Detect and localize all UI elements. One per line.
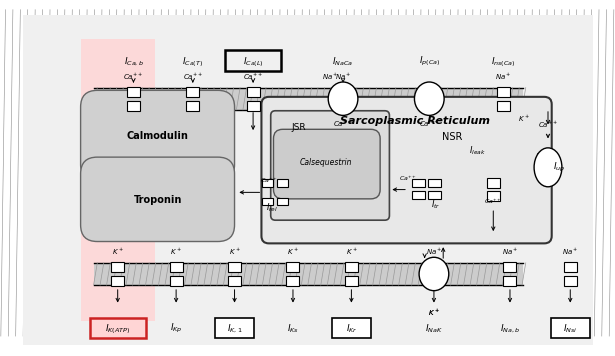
Bar: [504, 262, 517, 272]
Text: $I_{Ks}$: $I_{Ks}$: [287, 323, 299, 335]
Text: $Ca^{++}$: $Ca^{++}$: [484, 197, 502, 206]
FancyBboxPatch shape: [81, 90, 234, 181]
Bar: [247, 100, 260, 111]
FancyBboxPatch shape: [16, 0, 601, 356]
Text: $K^+$: $K^+$: [428, 308, 440, 318]
Bar: [127, 87, 140, 97]
Bar: [429, 191, 442, 199]
Text: $I_{Nsi}$: $I_{Nsi}$: [563, 323, 577, 335]
FancyBboxPatch shape: [274, 129, 380, 199]
Text: $I_{rel}$: $I_{rel}$: [266, 202, 278, 214]
Text: $I_{p(Ca)}$: $I_{p(Ca)}$: [419, 55, 440, 68]
Bar: [287, 276, 300, 286]
Text: $Ca^{++}$: $Ca^{++}$: [399, 174, 417, 183]
Text: $Na^+$: $Na^+$: [502, 247, 518, 257]
Bar: [228, 276, 241, 286]
Text: $I_{NaCa}$: $I_{NaCa}$: [333, 55, 354, 68]
Bar: [277, 198, 288, 205]
FancyBboxPatch shape: [81, 157, 234, 241]
Text: $K^+$: $K^+$: [229, 247, 240, 257]
Bar: [228, 262, 241, 272]
Text: $Ca^{++}$: $Ca^{++}$: [538, 120, 558, 130]
Bar: [345, 262, 358, 272]
Text: Calmodulin: Calmodulin: [127, 131, 189, 141]
Bar: [287, 262, 300, 272]
Text: $I_{K,1}$: $I_{K,1}$: [227, 323, 242, 335]
Text: $I_{up}$: $I_{up}$: [553, 161, 565, 174]
FancyBboxPatch shape: [271, 111, 389, 220]
FancyBboxPatch shape: [261, 97, 552, 244]
Bar: [186, 87, 199, 97]
Text: $I_{leak}$: $I_{leak}$: [469, 145, 486, 157]
Bar: [263, 179, 274, 187]
Text: $Na^+$: $Na^+$: [335, 71, 351, 82]
Bar: [564, 276, 577, 286]
Text: JSR: JSR: [292, 123, 306, 132]
Ellipse shape: [328, 82, 358, 115]
Bar: [90, 318, 146, 338]
Text: Calsequestrin: Calsequestrin: [300, 158, 352, 167]
Text: $I_{ns(Ca)}$: $I_{ns(Ca)}$: [491, 55, 516, 68]
Bar: [345, 276, 358, 286]
Text: $I_{Ca(T)}$: $I_{Ca(T)}$: [182, 55, 204, 68]
Text: $I_{Ca(L)}$: $I_{Ca(L)}$: [243, 55, 263, 68]
Text: $I_{K(ATP)}$: $I_{K(ATP)}$: [105, 322, 130, 336]
Text: $K^+$: $K^+$: [428, 308, 440, 318]
Text: $Ca^{++}$: $Ca^{++}$: [183, 71, 203, 82]
Bar: [111, 276, 124, 286]
Bar: [504, 276, 517, 286]
Text: $Na^+$: $Na^+$: [322, 71, 338, 82]
Bar: [170, 262, 183, 272]
Bar: [497, 100, 510, 111]
Bar: [277, 179, 288, 187]
Text: $Na^+$: $Na^+$: [426, 247, 442, 257]
Bar: [170, 276, 183, 286]
Text: Sarcoplasmic Reticulum: Sarcoplasmic Reticulum: [340, 116, 490, 126]
Bar: [215, 318, 254, 338]
Text: Troponin: Troponin: [133, 195, 182, 205]
Bar: [81, 40, 155, 321]
Bar: [332, 318, 371, 338]
Ellipse shape: [419, 257, 449, 290]
Bar: [247, 87, 260, 97]
Bar: [93, 88, 523, 110]
Bar: [263, 198, 274, 205]
Text: $I_{Kr}$: $I_{Kr}$: [346, 323, 357, 335]
Bar: [127, 100, 140, 111]
Bar: [487, 178, 500, 188]
Bar: [93, 263, 523, 285]
Bar: [497, 87, 510, 97]
Text: $Ca^{++}$: $Ca^{++}$: [260, 176, 278, 185]
Text: $Na^+$: $Na^+$: [562, 247, 579, 257]
Text: $Ca^{++}$: $Ca^{++}$: [243, 71, 263, 82]
Text: $I_{Kp}$: $I_{Kp}$: [170, 322, 183, 335]
Text: $Na^+$: $Na^+$: [495, 71, 512, 82]
Bar: [551, 318, 590, 338]
Ellipse shape: [534, 148, 562, 187]
Text: $K^+$: $K^+$: [346, 247, 357, 257]
Text: $I_{tr}$: $I_{tr}$: [431, 198, 440, 211]
Bar: [225, 51, 281, 71]
Bar: [411, 191, 424, 199]
Text: $K^+$: $K^+$: [518, 114, 530, 124]
Text: $K^+$: $K^+$: [112, 247, 124, 257]
Bar: [411, 179, 424, 187]
Text: $I_{Ca,b}$: $I_{Ca,b}$: [124, 56, 143, 68]
Text: $I_{NaK}$: $I_{NaK}$: [425, 323, 443, 335]
Bar: [487, 192, 500, 201]
Text: $K^+$: $K^+$: [170, 247, 182, 257]
Text: $Ca^{++}$: $Ca^{++}$: [333, 119, 353, 129]
Bar: [111, 262, 124, 272]
Text: $Ca^{++}$: $Ca^{++}$: [124, 71, 143, 82]
Text: $Ca^{++}$: $Ca^{++}$: [419, 119, 439, 129]
Bar: [186, 100, 199, 111]
Text: NSR: NSR: [442, 132, 462, 142]
Text: $I_{Na,b}$: $I_{Na,b}$: [500, 323, 520, 335]
Ellipse shape: [415, 82, 444, 115]
Bar: [564, 262, 577, 272]
Text: $K^+$: $K^+$: [287, 247, 299, 257]
Bar: [429, 179, 442, 187]
